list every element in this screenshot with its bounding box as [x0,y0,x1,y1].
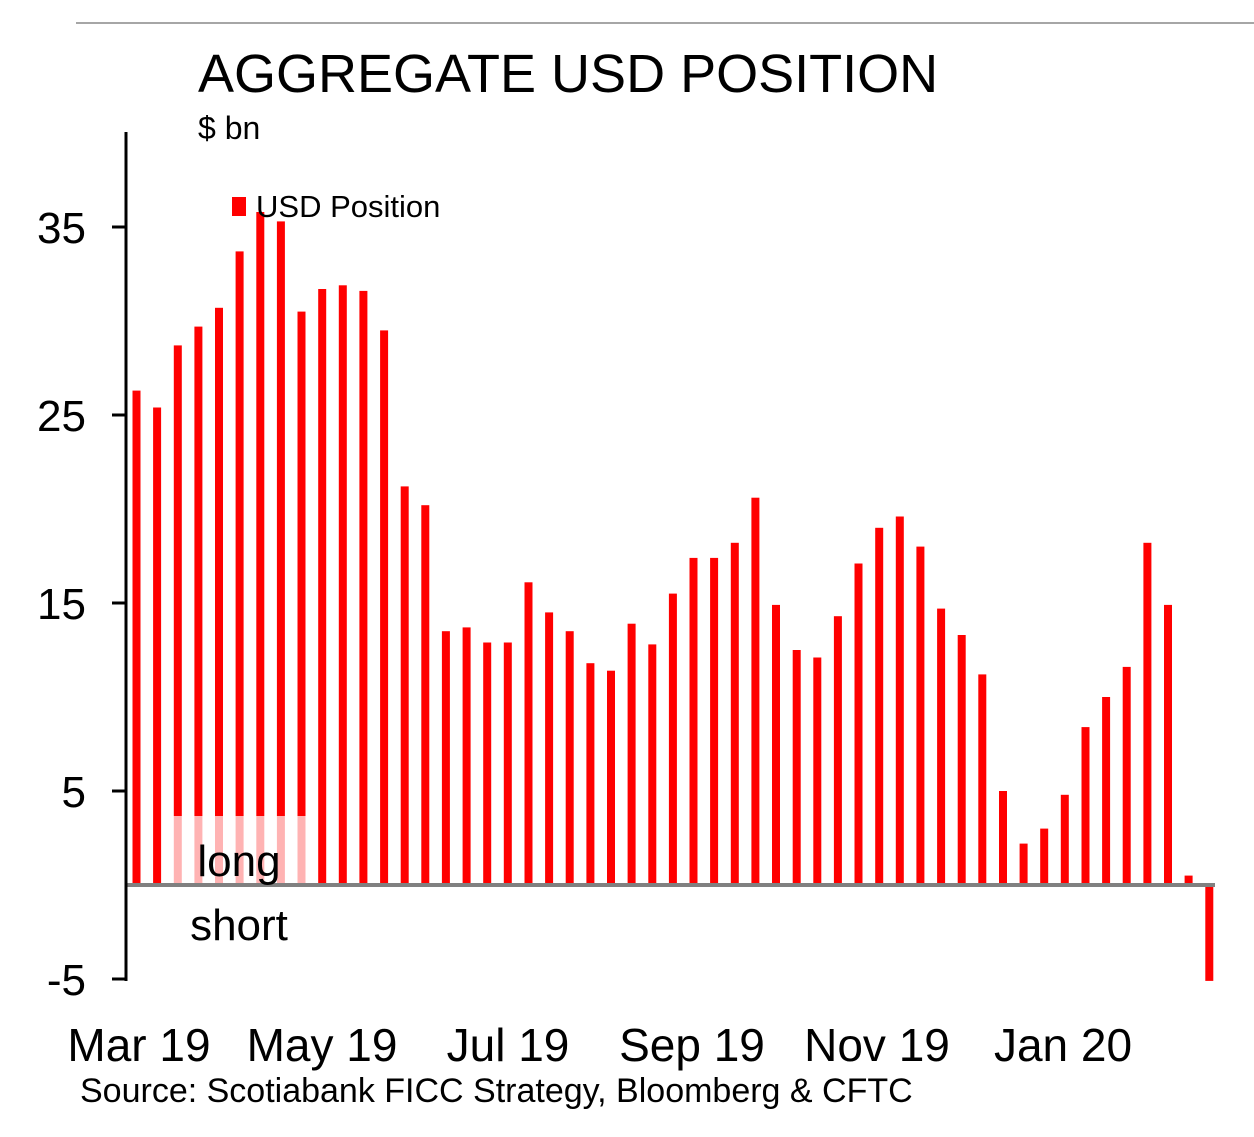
long-label-highlight [172,816,306,885]
bar [545,612,554,885]
bar [1122,666,1131,885]
x-tick-label: Mar 19 [67,1019,210,1071]
legend-swatch [232,197,246,216]
bar [710,557,719,885]
y-tick-label: -5 [47,956,86,1005]
y-tick-label: 5 [62,768,86,817]
bar [668,593,677,885]
bar [441,631,450,885]
bar [1184,875,1193,885]
bar [1081,727,1090,885]
bar [462,627,471,885]
bar [627,623,636,885]
bar [978,674,987,885]
bar [359,290,368,885]
chart-title: AGGREGATE USD POSITION [198,44,938,104]
bar [256,212,265,885]
y-tick-label: 25 [37,392,86,441]
bar [1205,885,1214,981]
bar [215,307,223,885]
bar [751,497,760,885]
bar [338,285,347,885]
bar [772,604,780,885]
x-tick-label: Sep 19 [619,1019,765,1071]
bars [132,212,1214,981]
bar [1019,843,1028,885]
bar [1060,794,1069,885]
bar [854,563,863,885]
x-tick-label: Jul 19 [447,1019,570,1071]
source-note: Source: Scotiabank FICC Strategy, Bloomb… [80,1072,913,1110]
long-label: long [197,837,280,886]
bar [813,657,822,885]
y-axis-ticks: 35 25 15 5 -5 [37,204,126,1005]
bar [586,663,595,885]
bar [380,330,389,885]
bar [957,635,966,885]
bar [607,670,615,885]
x-tick-label: Nov 19 [804,1019,950,1071]
bar [235,251,244,885]
bar [1102,697,1111,885]
x-axis-ticks: Mar 19 May 19 Jul 19 Sep 19 Nov 19 Jan 20 [67,1019,1132,1071]
x-tick-label: May 19 [247,1019,398,1071]
bar [833,616,842,885]
bar [648,644,657,885]
bar [792,650,801,885]
bar [297,311,306,886]
y-tick-label: 15 [37,580,86,629]
bar [194,326,203,886]
bar [730,542,739,885]
bar [421,505,430,885]
x-tick-label: Jan 20 [994,1019,1132,1071]
bar [916,546,925,885]
bar [895,516,904,885]
bar [689,557,698,885]
bar [1164,604,1172,885]
unit-label: $ bn [198,110,260,146]
bar [875,527,884,885]
bar [173,345,182,885]
bar [1040,828,1049,885]
bar [524,582,533,885]
bar [565,631,574,885]
bar [483,642,492,885]
bar [318,289,327,885]
bar [276,221,285,885]
bar [503,642,512,885]
bar [999,791,1007,885]
legend-label: USD Position [256,189,440,224]
bar [132,390,141,885]
y-tick-label: 35 [37,204,86,253]
bar [937,608,946,885]
bar [400,486,409,885]
short-label: short [190,901,288,950]
bar [1143,542,1152,885]
bar [153,407,162,885]
